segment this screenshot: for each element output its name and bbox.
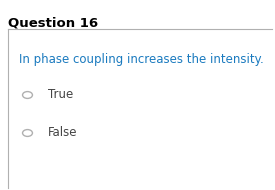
Text: False: False [48,127,78,139]
Text: Question 16: Question 16 [8,16,98,29]
Text: In phase coupling increases the intensity.: In phase coupling increases the intensit… [19,53,264,66]
Text: True: True [48,89,73,101]
